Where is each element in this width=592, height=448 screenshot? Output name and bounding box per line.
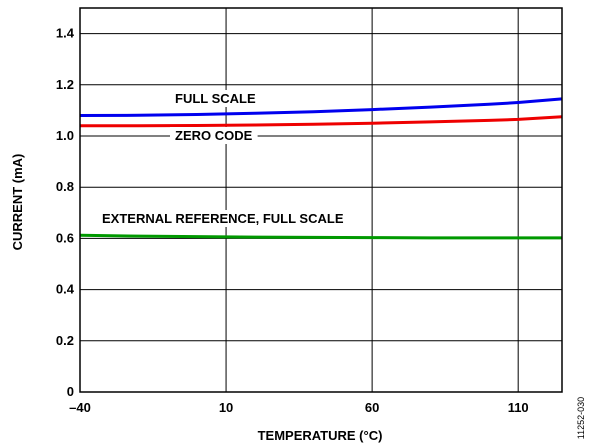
annotation-label: FULL SCALE <box>175 91 256 106</box>
annotation-bg <box>170 90 261 107</box>
annotation-label: ZERO CODE <box>175 128 253 143</box>
y-tick-label: 0.6 <box>56 230 74 245</box>
x-tick-label: 110 <box>508 400 529 415</box>
y-axis-title: CURRENT (mA) <box>10 154 25 251</box>
y-tick-label: 0.2 <box>56 333 74 348</box>
y-tick-label: 1.2 <box>56 77 74 92</box>
x-tick-label: –40 <box>69 400 91 415</box>
x-axis-title: TEMPERATURE (°C) <box>258 428 383 443</box>
series-line-1 <box>80 115 563 128</box>
series-layer <box>79 97 563 240</box>
figure-id: 11252-030 <box>576 397 586 439</box>
series-line-0 <box>79 97 563 117</box>
grid <box>80 8 562 392</box>
y-tick-label: 0.4 <box>56 282 75 297</box>
y-tick-label: 0 <box>67 384 74 399</box>
y-tick-label: 1.0 <box>56 128 74 143</box>
x-tick-label: 60 <box>365 400 379 415</box>
annotation-bg <box>170 127 258 144</box>
x-tick-label: 10 <box>219 400 233 415</box>
y-tick-label: 0.8 <box>56 179 74 194</box>
annotation-label: EXTERNAL REFERENCE, FULL SCALE <box>102 211 344 226</box>
y-tick-label: 1.4 <box>56 26 75 41</box>
plot-frame <box>79 7 563 393</box>
ticks: 0 0.2 0.4 0.6 0.8 1.0 1.2 1.4 –40 10 60 110 <box>56 26 529 415</box>
series-line-2 <box>79 233 562 240</box>
annotation-bg <box>97 210 349 227</box>
annotations: FULL SCALE ZERO CODE EXTERNAL REFERENCE, F… <box>97 90 349 227</box>
